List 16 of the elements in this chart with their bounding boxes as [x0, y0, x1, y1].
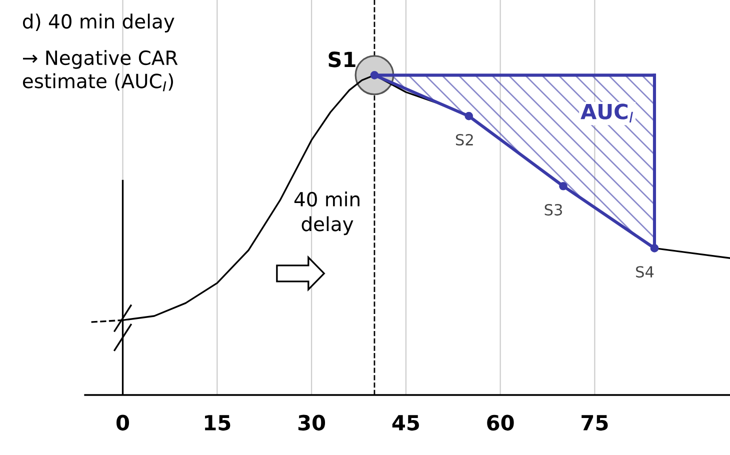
- annotation: S4: [636, 266, 654, 278]
- text: d) 40 min delay: [22, 14, 174, 32]
- annotation: S3: [544, 204, 562, 216]
- annotation: AUC$_{I}$: [580, 104, 633, 123]
- annotation: S2: [456, 134, 473, 146]
- x-tick-label: 30: [298, 414, 326, 431]
- point: [464, 112, 474, 120]
- annotation: S1: [328, 52, 356, 68]
- point: [559, 182, 568, 190]
- x-tick-label: 60: [487, 414, 514, 431]
- annotation: 40 min delay: [294, 192, 360, 236]
- annotation: → Negative CAR estimate (AUC$_{I}$): [22, 50, 178, 92]
- x-tick-label: 45: [392, 415, 419, 431]
- x-tick-label: 0: [116, 414, 130, 431]
- x-tick-label: 75: [582, 415, 608, 431]
- x-tick-label: 15: [205, 415, 230, 431]
